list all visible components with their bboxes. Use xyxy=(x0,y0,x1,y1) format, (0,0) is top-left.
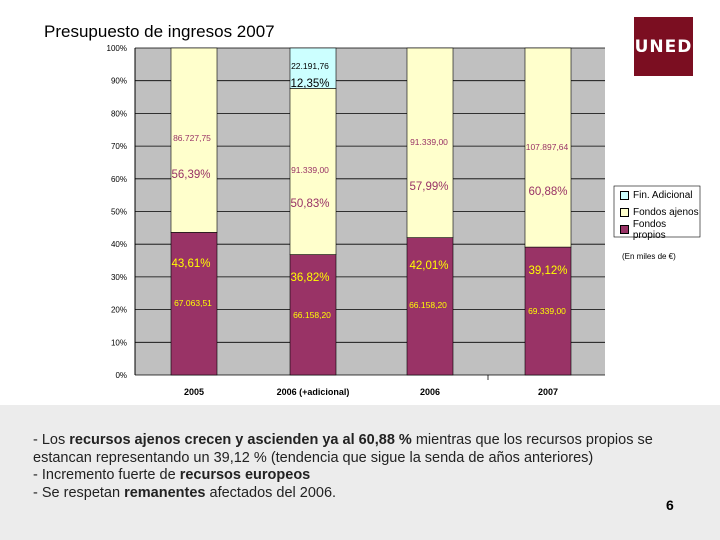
bar-segment xyxy=(170,47,218,233)
x-tick-label: 2006 (+adicional) xyxy=(277,387,350,397)
legend-swatch-ajenos xyxy=(620,208,629,217)
page-number: 6 xyxy=(666,497,674,513)
notes-panel: - Los recursos ajenos crecen y ascienden… xyxy=(0,405,720,540)
note-emphasis: recursos ajenos crecen y ascienden ya al… xyxy=(69,432,412,448)
note-line: - Se respetan remanentes afectados del 2… xyxy=(33,485,713,503)
note-emphasis: remanentes xyxy=(124,484,206,501)
y-tick-label: 20% xyxy=(111,306,127,315)
bar-segment xyxy=(289,47,337,89)
x-tick-label: 2005 xyxy=(184,387,204,397)
x-tick-label: 2006 xyxy=(420,387,440,397)
y-tick-label: 100% xyxy=(107,44,127,53)
data-label-percent: 43,61% xyxy=(171,258,210,270)
bar-segment xyxy=(289,88,337,255)
y-tick-label: 10% xyxy=(111,338,127,347)
y-tick-label: 40% xyxy=(111,240,127,249)
data-label-percent: 50,83% xyxy=(290,198,329,210)
y-tick-label: 0% xyxy=(115,371,127,380)
note-line: - Incremento fuerte de recursos europeos xyxy=(33,467,713,485)
data-label-amount: 22.191,76 xyxy=(291,61,329,71)
data-label-amount: 86.727,75 xyxy=(173,133,211,143)
y-tick-label: 80% xyxy=(111,109,127,118)
note-text: - Los xyxy=(33,432,70,448)
notes-list: - Los recursos ajenos crecen y ascienden… xyxy=(33,432,713,502)
data-label-percent: 42,01% xyxy=(409,260,448,272)
data-label-amount: 91.339,00 xyxy=(410,137,448,147)
data-label-percent: 39,12% xyxy=(528,265,567,277)
data-label-amount: 107.897,64 xyxy=(526,142,569,152)
bar-segment xyxy=(524,47,572,248)
data-label-amount: 91.339,00 xyxy=(291,165,329,175)
bar-segment xyxy=(524,246,572,376)
legend-swatch-propios xyxy=(620,225,629,234)
y-tick-label: 90% xyxy=(111,77,127,86)
y-tick-label: 50% xyxy=(111,208,127,217)
data-label-amount: 66.158,20 xyxy=(293,310,331,320)
data-label-percent: 60,88% xyxy=(528,186,567,198)
legend-label-adicional: Fin. Adicional xyxy=(633,190,693,201)
note-text: - Incremento fuerte de xyxy=(33,467,180,483)
data-label-percent: 12,35% xyxy=(290,78,329,90)
y-tick-label: 70% xyxy=(111,142,127,151)
y-tick-label: 60% xyxy=(111,175,127,184)
uned-logo: UNED xyxy=(634,17,693,76)
chart-legend: Fin. Adicional Fondos ajenos Fondos prop… xyxy=(616,187,700,241)
bar-segment xyxy=(170,232,218,376)
stacked-bar-chart: 0% 10% 20% 30% 40% 50% 60% 70% 80% 90% 100% 2005 200… xyxy=(107,44,701,397)
y-tick-label: 30% xyxy=(111,273,127,282)
data-label-percent: 36,82% xyxy=(290,272,329,284)
slide-title: Presupuesto de ingresos 2007 xyxy=(44,22,275,41)
legend-item-adicional: Fin. Adicional xyxy=(616,187,700,204)
note-text: afectados del 2006. xyxy=(205,484,337,501)
legend-label-propios: Fondos propios xyxy=(632,218,667,241)
note-text: - Se respetan xyxy=(33,484,125,501)
data-label-amount: 69.339,00 xyxy=(528,306,566,316)
bar-segment xyxy=(406,47,454,238)
legend-item-ajenos: Fondos ajenos xyxy=(616,204,700,221)
legend-item-propios: Fondos propios xyxy=(616,218,700,241)
legend-label-ajenos: Fondos ajenos xyxy=(633,207,699,218)
data-label-percent: 57,99% xyxy=(409,181,448,193)
x-tick-label: 2007 xyxy=(538,387,558,397)
data-label-amount: 66.158,20 xyxy=(409,300,447,310)
note-line: - Los recursos ajenos crecen y ascienden… xyxy=(33,432,713,467)
units-note: (En miles de €) xyxy=(622,252,676,261)
legend-swatch-adicional xyxy=(620,191,629,200)
data-label-amount: 67.063,51 xyxy=(174,298,212,308)
note-text: mientras que los recursos propios se est… xyxy=(33,432,653,466)
data-label-percent: 56,39% xyxy=(171,169,210,181)
bar-segment xyxy=(289,254,337,376)
note-emphasis: recursos europeos xyxy=(179,467,311,483)
